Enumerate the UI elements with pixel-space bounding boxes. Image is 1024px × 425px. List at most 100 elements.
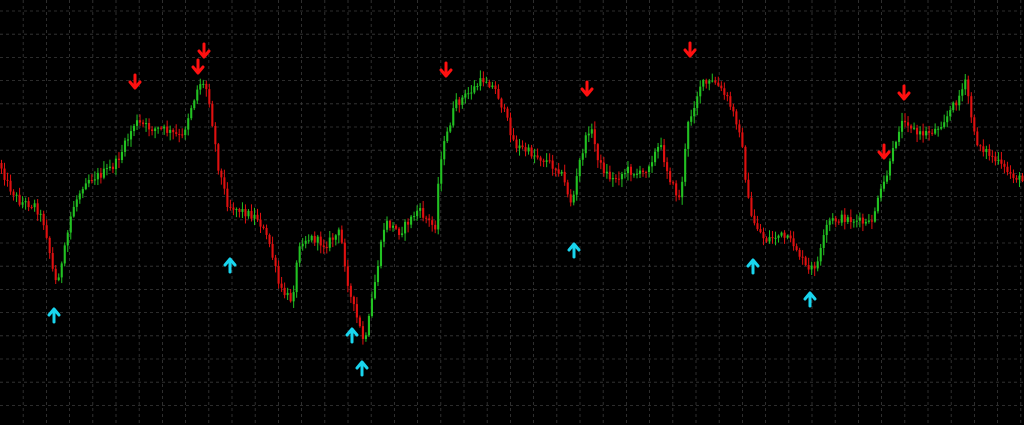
bull-candle <box>66 232 69 246</box>
bear-candle <box>142 122 145 125</box>
bear-candle <box>509 117 512 136</box>
bull-candle <box>882 181 886 189</box>
bear-candle <box>717 82 720 86</box>
bull-candle <box>443 141 446 160</box>
bear-candle <box>1015 177 1018 180</box>
bear-candle <box>669 171 672 183</box>
bull-candle <box>840 214 843 223</box>
signal-arrows <box>47 41 911 377</box>
bull-candle <box>919 131 922 135</box>
bear-candle <box>30 207 33 209</box>
bear-candle <box>217 144 220 171</box>
bear-candle <box>271 243 274 258</box>
bull-candle <box>647 166 651 173</box>
bear-candle <box>1012 173 1015 178</box>
bear-candle <box>500 98 503 108</box>
bull-candle <box>33 203 36 208</box>
bull-candle <box>190 108 193 119</box>
bear-candle <box>928 131 931 133</box>
bull-candle <box>491 85 494 88</box>
bear-candle <box>675 183 678 196</box>
bull-candle <box>638 170 642 174</box>
sell-arrow-icon <box>128 73 142 90</box>
bear-candle <box>644 172 648 174</box>
bear-candle <box>214 125 217 145</box>
bear-candle <box>388 220 392 228</box>
bull-candle <box>476 86 479 88</box>
bull-candle <box>69 216 72 233</box>
bear-candle <box>54 268 57 281</box>
bull-candle <box>452 108 455 126</box>
bear-candle <box>283 287 286 296</box>
bull-candle <box>696 96 699 109</box>
bull-candle <box>687 121 690 149</box>
bear-candle <box>617 178 620 180</box>
bear-candle <box>614 178 617 180</box>
bull-candle <box>485 81 488 83</box>
bull-candle <box>777 235 780 238</box>
bear-candle <box>795 246 798 250</box>
bear-candle <box>714 80 717 83</box>
bull-candle <box>126 139 130 141</box>
bull-candle <box>925 131 928 136</box>
bull-candle <box>108 166 111 169</box>
bull-candle <box>828 220 831 225</box>
buy-arrow-icon <box>345 327 359 344</box>
bull-candle <box>958 95 961 106</box>
bear-candle <box>434 224 437 230</box>
bear-candle <box>407 221 410 225</box>
bear-candle <box>172 129 175 133</box>
bear-candle <box>783 232 786 238</box>
bear-candle <box>48 237 51 254</box>
bear-candle <box>166 126 169 133</box>
bull-candle <box>145 122 148 125</box>
bear-candle <box>566 182 569 195</box>
bull-candle <box>891 148 895 162</box>
bull-candle <box>123 140 127 152</box>
bear-candle <box>325 246 328 248</box>
bull-candle <box>292 292 295 302</box>
bull-candle <box>825 224 828 236</box>
bull-candle <box>235 209 238 211</box>
sell-arrow-icon <box>897 84 911 101</box>
bull-candle <box>650 162 654 167</box>
bull-candle <box>894 141 898 149</box>
bull-candle <box>545 160 548 162</box>
bull-candle <box>401 233 404 235</box>
bear-candle <box>506 108 509 118</box>
bull-candle <box>120 151 124 161</box>
bear-candle <box>765 238 768 242</box>
bull-candle <box>702 79 705 87</box>
bull-candle <box>337 229 340 236</box>
bull-candle <box>241 209 244 212</box>
bear-candle <box>536 155 539 158</box>
bull-candle <box>822 235 825 248</box>
bear-candle <box>355 304 358 318</box>
bear-candle <box>988 149 991 156</box>
bull-candle <box>379 241 383 266</box>
bear-candle <box>148 122 151 130</box>
bear-candle <box>804 257 807 266</box>
bear-candle <box>51 253 54 269</box>
bear-candle <box>265 227 268 235</box>
bull-candle <box>575 176 578 195</box>
bear-candle <box>922 131 925 136</box>
bear-candle <box>666 162 669 172</box>
bear-candle <box>226 188 229 207</box>
sell-arrow-icon <box>580 80 594 97</box>
candles <box>0 70 1024 345</box>
bear-candle <box>111 166 114 170</box>
bull-candle <box>952 102 955 111</box>
bear-candle <box>756 223 759 230</box>
bear-candle <box>319 236 322 246</box>
bear-candle <box>843 214 846 222</box>
buy-arrow-icon <box>746 258 760 275</box>
bull-candle <box>819 247 822 262</box>
bull-candle <box>87 179 90 184</box>
buy-arrow-icon <box>355 360 369 377</box>
bull-candle <box>584 135 587 154</box>
bull-candle <box>949 110 952 117</box>
bull-candle <box>518 145 521 149</box>
